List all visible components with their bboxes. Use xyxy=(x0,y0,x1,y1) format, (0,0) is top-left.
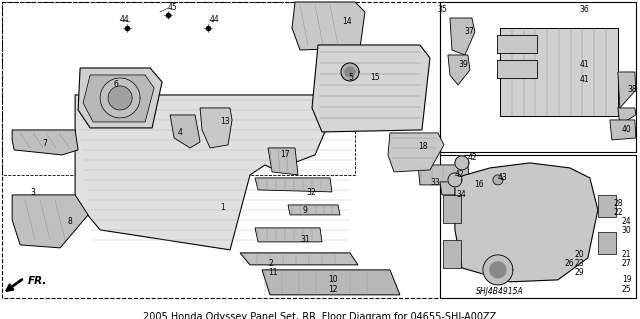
Text: 24: 24 xyxy=(622,217,632,226)
Polygon shape xyxy=(288,205,340,215)
Text: 12: 12 xyxy=(328,286,337,294)
Text: 33: 33 xyxy=(430,178,440,188)
Polygon shape xyxy=(170,115,200,148)
Text: 27: 27 xyxy=(622,259,632,268)
Polygon shape xyxy=(455,156,469,170)
Text: 5: 5 xyxy=(348,73,353,83)
Polygon shape xyxy=(255,178,332,192)
Polygon shape xyxy=(490,262,506,278)
Polygon shape xyxy=(108,86,132,110)
Text: 36: 36 xyxy=(580,5,589,14)
Text: 1: 1 xyxy=(220,204,225,212)
Polygon shape xyxy=(255,228,322,242)
Polygon shape xyxy=(418,165,470,185)
Polygon shape xyxy=(483,255,513,285)
Text: 17: 17 xyxy=(280,151,290,160)
Polygon shape xyxy=(462,190,480,203)
Polygon shape xyxy=(450,18,475,55)
Polygon shape xyxy=(83,75,154,122)
Bar xyxy=(497,60,537,78)
Text: 4: 4 xyxy=(178,129,183,137)
Bar xyxy=(440,155,636,298)
Polygon shape xyxy=(12,195,88,248)
Bar xyxy=(443,195,461,223)
Text: 6: 6 xyxy=(113,80,118,89)
Text: 45: 45 xyxy=(168,4,178,12)
Polygon shape xyxy=(345,67,355,77)
Text: 43: 43 xyxy=(498,174,508,182)
Polygon shape xyxy=(618,108,636,125)
Text: 34: 34 xyxy=(456,190,466,199)
Text: 35: 35 xyxy=(437,5,447,14)
Text: 13: 13 xyxy=(220,117,230,126)
Text: 32: 32 xyxy=(306,189,316,197)
Polygon shape xyxy=(268,148,298,175)
Polygon shape xyxy=(312,45,430,132)
Bar xyxy=(443,240,461,268)
Text: 42: 42 xyxy=(455,170,465,179)
Text: 2005 Honda Odyssey Panel Set, RR. Floor Diagram for 04655-SHJ-A00ZZ: 2005 Honda Odyssey Panel Set, RR. Floor … xyxy=(143,312,497,319)
Polygon shape xyxy=(292,2,365,50)
Polygon shape xyxy=(455,163,598,282)
Bar xyxy=(497,35,537,53)
Polygon shape xyxy=(100,78,140,118)
Polygon shape xyxy=(448,55,470,85)
Bar xyxy=(500,28,618,116)
Text: 7: 7 xyxy=(42,139,47,148)
Polygon shape xyxy=(240,253,358,265)
Text: 42: 42 xyxy=(468,153,477,162)
Bar xyxy=(598,232,616,254)
Polygon shape xyxy=(493,175,503,185)
Polygon shape xyxy=(618,72,636,108)
Text: 9: 9 xyxy=(302,206,307,215)
Text: 28: 28 xyxy=(614,199,623,208)
Polygon shape xyxy=(200,108,232,148)
Text: 3: 3 xyxy=(30,189,35,197)
Text: 44: 44 xyxy=(210,16,220,25)
Text: 10: 10 xyxy=(328,275,338,284)
Text: 21: 21 xyxy=(622,250,631,259)
Text: 30: 30 xyxy=(622,226,632,235)
Polygon shape xyxy=(12,130,78,155)
Text: 41: 41 xyxy=(580,76,589,85)
Text: 26: 26 xyxy=(565,259,575,268)
Polygon shape xyxy=(78,68,162,128)
Text: 11: 11 xyxy=(268,268,278,278)
Bar xyxy=(440,2,636,152)
Text: 20: 20 xyxy=(575,250,584,259)
Text: 39: 39 xyxy=(458,61,468,70)
Polygon shape xyxy=(448,173,462,187)
Text: 19: 19 xyxy=(622,275,632,284)
Polygon shape xyxy=(610,120,636,140)
Polygon shape xyxy=(388,133,444,172)
Text: 31: 31 xyxy=(300,235,310,244)
Text: SHJ4B4915A: SHJ4B4915A xyxy=(476,287,524,296)
Text: 18: 18 xyxy=(418,142,428,152)
Text: 23: 23 xyxy=(575,259,584,268)
Text: 37: 37 xyxy=(464,27,474,36)
Polygon shape xyxy=(75,95,355,250)
Polygon shape xyxy=(341,63,359,81)
Bar xyxy=(598,195,616,217)
Text: 29: 29 xyxy=(575,268,584,278)
Text: 2: 2 xyxy=(268,259,273,268)
Text: 25: 25 xyxy=(622,286,632,294)
Text: 16: 16 xyxy=(474,181,484,189)
Text: 40: 40 xyxy=(622,125,632,134)
Text: 14: 14 xyxy=(342,18,351,26)
Text: FR.: FR. xyxy=(28,276,47,286)
Polygon shape xyxy=(262,270,400,295)
Text: 15: 15 xyxy=(370,73,380,83)
Text: 41: 41 xyxy=(580,61,589,70)
Text: 8: 8 xyxy=(67,217,72,226)
Text: 22: 22 xyxy=(614,208,623,218)
Polygon shape xyxy=(440,182,478,195)
Text: 44: 44 xyxy=(120,16,130,25)
Text: 38: 38 xyxy=(628,85,637,94)
